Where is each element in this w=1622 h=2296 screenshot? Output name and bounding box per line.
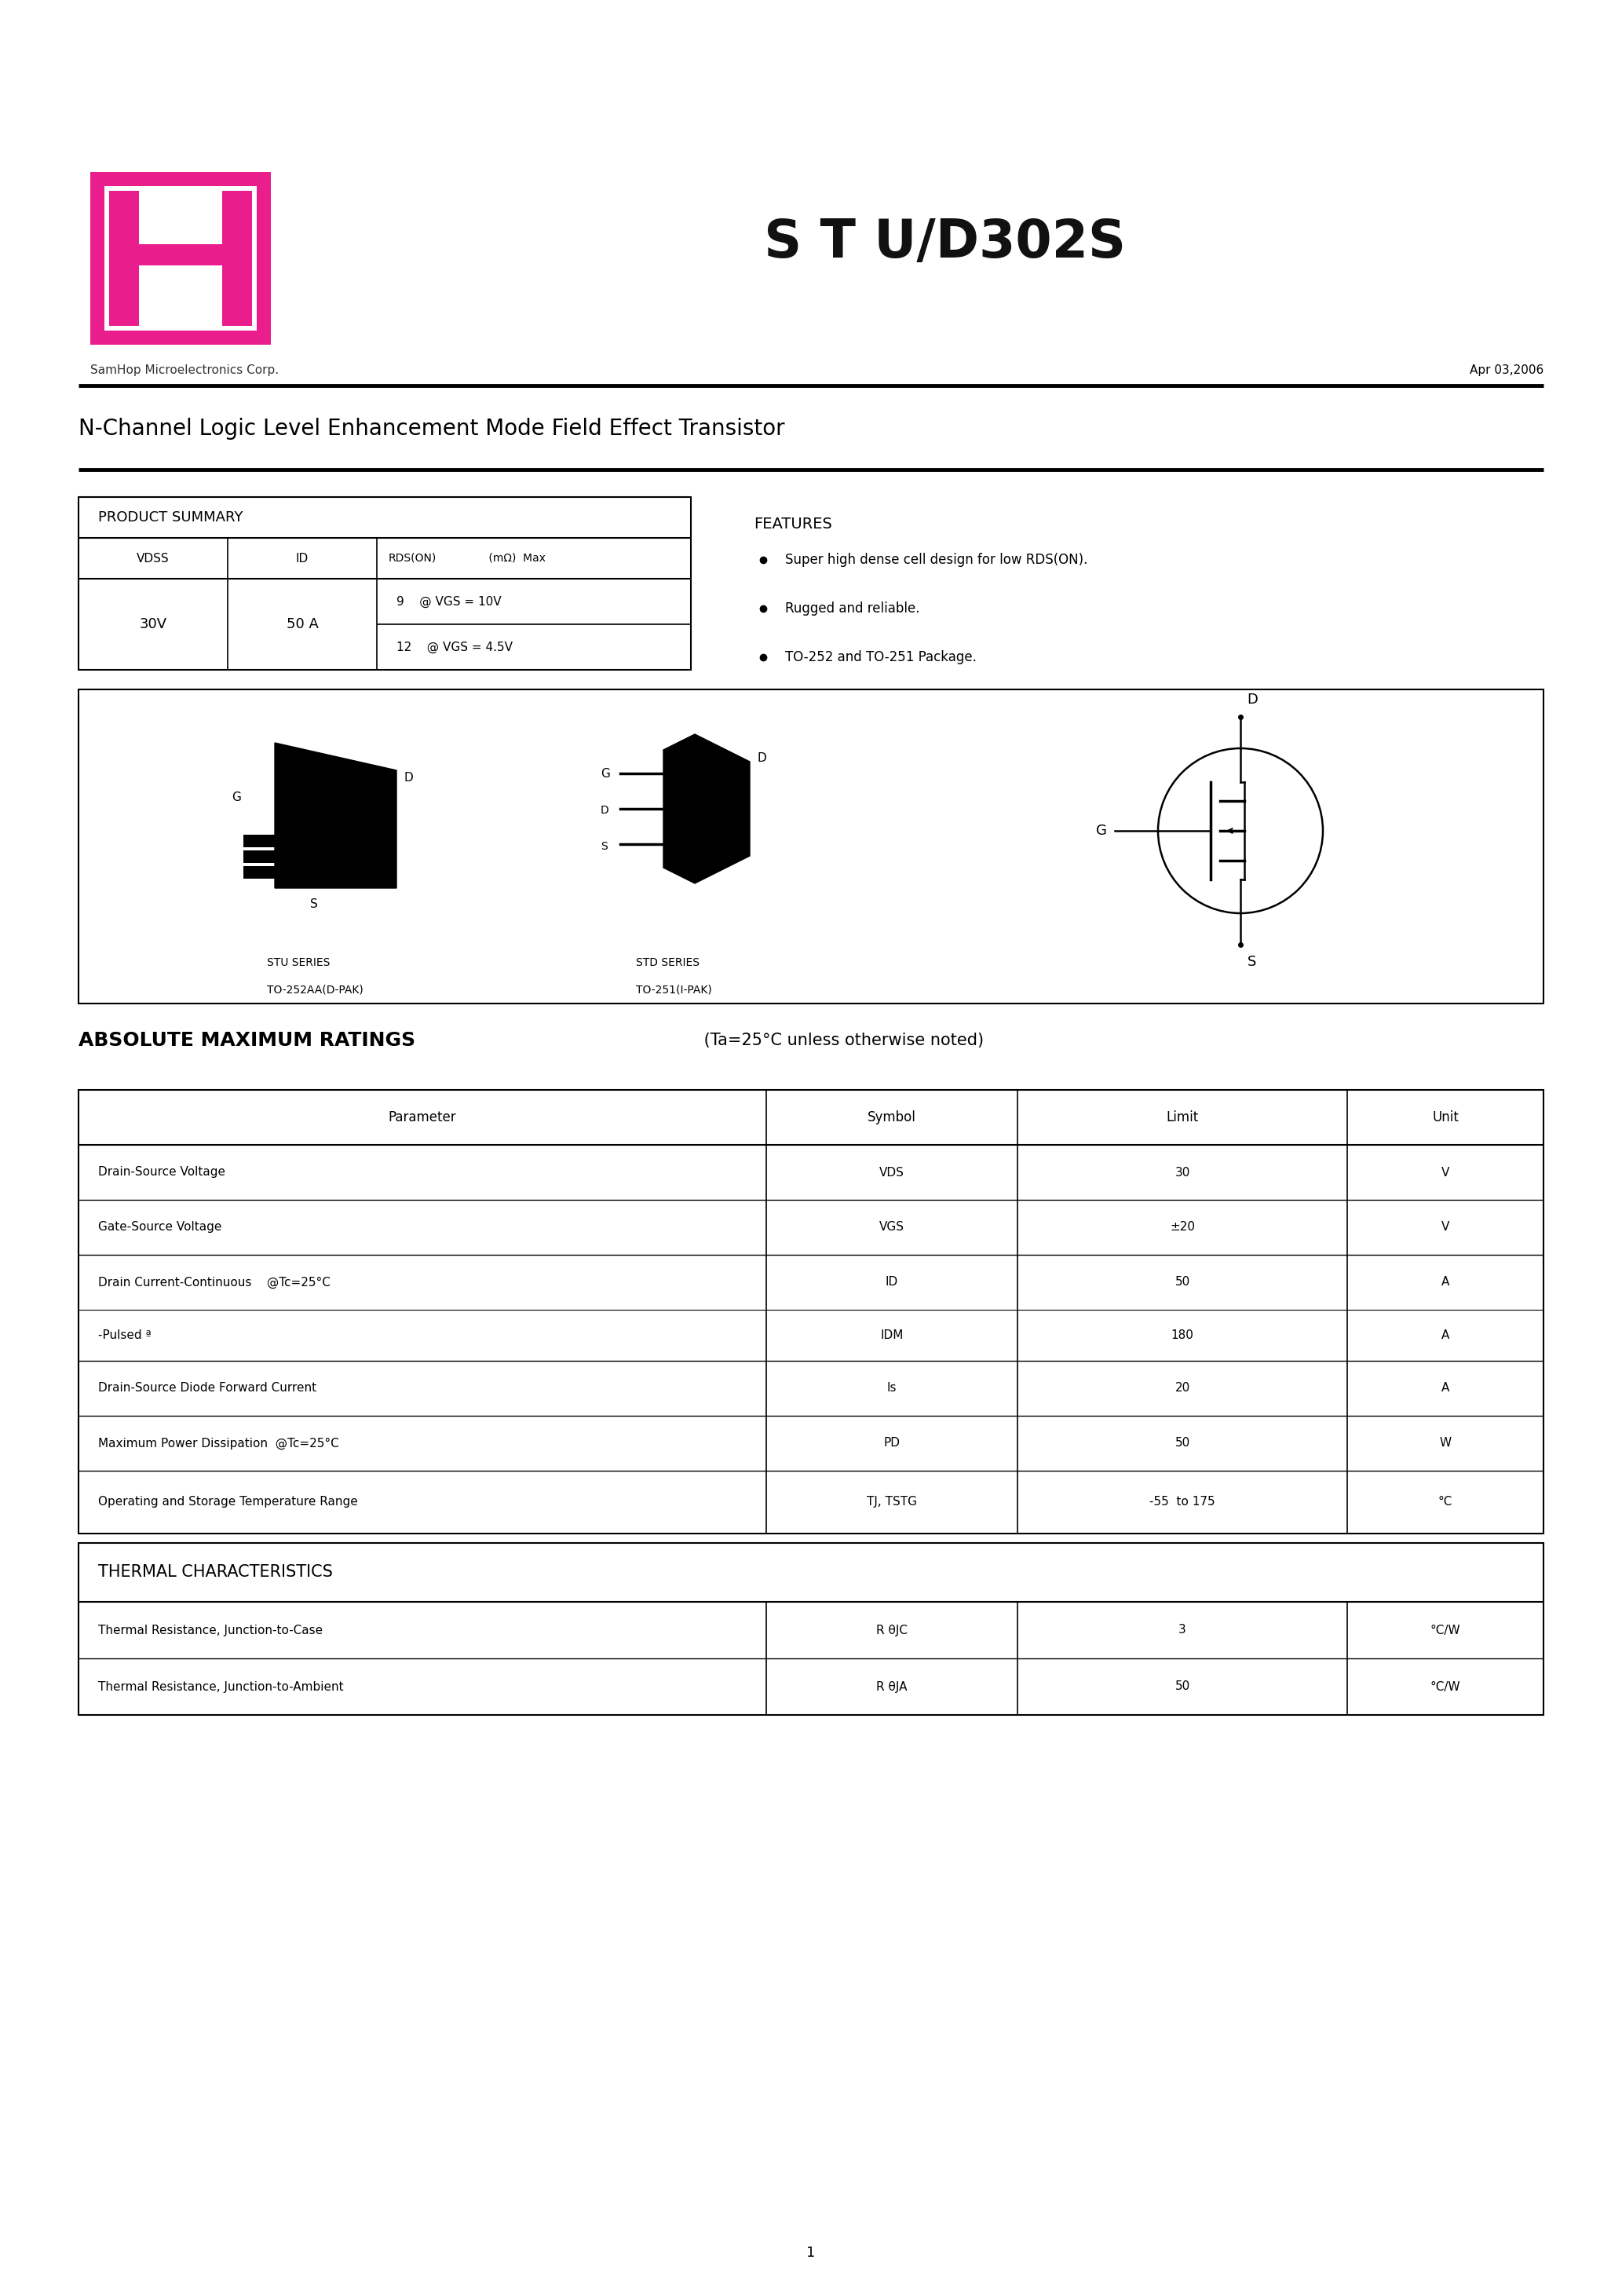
Text: D: D xyxy=(404,771,414,783)
Bar xyxy=(91,172,271,344)
Text: Is: Is xyxy=(887,1382,897,1394)
Text: 50: 50 xyxy=(1174,1277,1191,1288)
Text: 12    @ VGS = 4.5V: 12 @ VGS = 4.5V xyxy=(396,641,513,652)
Text: S T U/D302S: S T U/D302S xyxy=(746,216,1126,269)
Bar xyxy=(243,850,274,863)
Text: Thermal Resistance, Junction-to-Case: Thermal Resistance, Junction-to-Case xyxy=(99,1623,323,1637)
Text: V: V xyxy=(1442,1166,1450,1178)
Text: Drain-Source Diode Forward Current: Drain-Source Diode Forward Current xyxy=(99,1382,316,1394)
Text: -55  to 175: -55 to 175 xyxy=(1150,1497,1215,1508)
Text: 3: 3 xyxy=(1179,1623,1186,1637)
Text: (mΩ)  Max: (mΩ) Max xyxy=(485,553,545,565)
Text: ±20: ±20 xyxy=(1169,1221,1195,1233)
Text: D: D xyxy=(600,806,608,815)
Text: Unit: Unit xyxy=(1432,1111,1458,1125)
Bar xyxy=(78,689,1544,1003)
Text: PD: PD xyxy=(884,1437,900,1449)
Text: G: G xyxy=(600,767,610,778)
Text: VDS: VDS xyxy=(879,1166,905,1178)
Text: A: A xyxy=(1442,1277,1450,1288)
Text: IDM: IDM xyxy=(881,1329,903,1341)
Bar xyxy=(78,496,691,670)
Text: D: D xyxy=(1247,693,1257,707)
Text: 30V: 30V xyxy=(139,618,167,631)
Text: VDSS: VDSS xyxy=(136,553,169,565)
Text: S: S xyxy=(1247,955,1257,969)
Text: Parameter: Parameter xyxy=(388,1111,456,1125)
Text: VGS: VGS xyxy=(879,1221,905,1233)
Text: G: G xyxy=(232,792,242,804)
Text: N-Channel Logic Level Enhancement Mode Field Effect Transistor: N-Channel Logic Level Enhancement Mode F… xyxy=(78,418,785,441)
Text: Thermal Resistance, Junction-to-Ambient: Thermal Resistance, Junction-to-Ambient xyxy=(99,1681,344,1692)
Text: °C/W: °C/W xyxy=(1431,1681,1460,1692)
Polygon shape xyxy=(663,735,749,884)
Text: 180: 180 xyxy=(1171,1329,1194,1341)
Text: ID: ID xyxy=(295,553,308,565)
Text: 50: 50 xyxy=(1174,1437,1191,1449)
Text: Operating and Storage Temperature Range: Operating and Storage Temperature Range xyxy=(99,1497,358,1508)
Text: 30: 30 xyxy=(1174,1166,1191,1178)
Text: PRODUCT SUMMARY: PRODUCT SUMMARY xyxy=(99,510,243,523)
Text: SamHop Microelectronics Corp.: SamHop Microelectronics Corp. xyxy=(91,365,279,377)
Text: A: A xyxy=(1442,1382,1450,1394)
Text: 50: 50 xyxy=(1174,1681,1191,1692)
Text: G: G xyxy=(1096,824,1106,838)
Text: ABSOLUTE MAXIMUM RATINGS: ABSOLUTE MAXIMUM RATINGS xyxy=(78,1031,415,1049)
Text: R θJA: R θJA xyxy=(876,1681,907,1692)
Text: RDS(ON): RDS(ON) xyxy=(389,553,436,565)
Text: 50 A: 50 A xyxy=(285,618,318,631)
Text: Limit: Limit xyxy=(1166,1111,1199,1125)
Text: -Pulsed ª: -Pulsed ª xyxy=(99,1329,151,1341)
Bar xyxy=(222,191,251,326)
Bar xyxy=(78,1543,1544,1715)
Text: Apr 03,2006: Apr 03,2006 xyxy=(1470,365,1544,377)
Text: S: S xyxy=(310,898,318,909)
Text: THERMAL CHARACTERISTICS: THERMAL CHARACTERISTICS xyxy=(99,1564,333,1580)
Text: °C: °C xyxy=(1439,1497,1453,1508)
Text: TJ, TSTG: TJ, TSTG xyxy=(866,1497,916,1508)
Text: Symbol: Symbol xyxy=(868,1111,916,1125)
Text: TO-251(I-PAK): TO-251(I-PAK) xyxy=(636,985,712,994)
Text: 20: 20 xyxy=(1174,1382,1191,1394)
Text: Super high dense cell design for low RDS(ON).: Super high dense cell design for low RDS… xyxy=(785,553,1088,567)
Polygon shape xyxy=(274,744,396,889)
Text: W: W xyxy=(1439,1437,1452,1449)
Bar xyxy=(109,191,139,326)
Text: STU SERIES: STU SERIES xyxy=(268,957,329,969)
Text: FEATURES: FEATURES xyxy=(754,517,832,533)
Text: TO-252 and TO-251 Package.: TO-252 and TO-251 Package. xyxy=(785,650,976,664)
Text: Drain-Source Voltage: Drain-Source Voltage xyxy=(99,1166,225,1178)
Bar xyxy=(243,866,274,879)
Text: A: A xyxy=(1442,1329,1450,1341)
Text: S: S xyxy=(600,840,608,852)
Bar xyxy=(104,186,256,331)
Text: Drain Current-Continuous    @Tc=25°C: Drain Current-Continuous @Tc=25°C xyxy=(99,1277,331,1288)
Text: 1: 1 xyxy=(806,2245,816,2259)
Bar xyxy=(243,836,274,847)
Text: °C/W: °C/W xyxy=(1431,1623,1460,1637)
Text: TO-252AA(D-PAK): TO-252AA(D-PAK) xyxy=(268,985,363,994)
Text: STD SERIES: STD SERIES xyxy=(636,957,699,969)
Text: Rugged and reliable.: Rugged and reliable. xyxy=(785,602,920,615)
Text: R θJC: R θJC xyxy=(876,1623,908,1637)
Text: V: V xyxy=(1442,1221,1450,1233)
Text: Maximum Power Dissipation  @Tc=25°C: Maximum Power Dissipation @Tc=25°C xyxy=(99,1437,339,1449)
Text: Gate-Source Voltage: Gate-Source Voltage xyxy=(99,1221,222,1233)
Text: D: D xyxy=(757,751,767,765)
Text: (Ta=25°C unless otherwise noted): (Ta=25°C unless otherwise noted) xyxy=(699,1033,985,1049)
Text: 9    @ VGS = 10V: 9 @ VGS = 10V xyxy=(396,595,501,608)
Bar xyxy=(78,1091,1544,1534)
Bar xyxy=(109,243,251,264)
Text: ID: ID xyxy=(886,1277,899,1288)
